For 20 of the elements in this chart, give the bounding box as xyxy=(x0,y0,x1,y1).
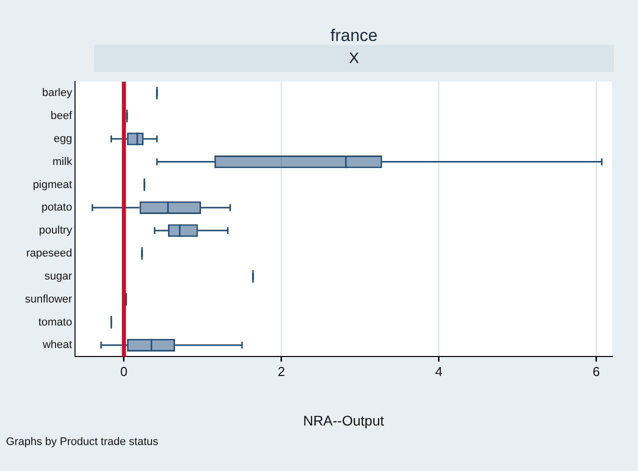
y-tick-label: tomato xyxy=(38,316,72,328)
y-tick-label: sunflower xyxy=(25,293,72,306)
chart-subtitle: X xyxy=(94,45,614,72)
y-tick-label: beef xyxy=(50,110,74,122)
y-tick-label: potato xyxy=(41,202,72,214)
x-tick-label: 0 xyxy=(120,364,128,379)
y-tick-label: sugar xyxy=(44,270,72,282)
chart-title: france xyxy=(329,26,379,46)
x-tick-label: 2 xyxy=(278,364,285,379)
y-tick-label: rapeseed xyxy=(26,248,72,260)
x-tick-label: 4 xyxy=(435,364,442,379)
text: Graphs by Product trade status xyxy=(6,436,158,448)
y-tick-label: poultry xyxy=(39,224,73,237)
y-tick-label: barley xyxy=(42,87,73,100)
x-axis-title: NRA--Output xyxy=(303,412,384,428)
x-tick-label: 6 xyxy=(592,364,600,379)
y-tick-label: egg xyxy=(54,132,72,145)
y-tick-label: pigmeat xyxy=(32,178,72,191)
y-tick-label: wheat xyxy=(42,339,72,352)
y-tick-label: milk xyxy=(52,156,73,168)
